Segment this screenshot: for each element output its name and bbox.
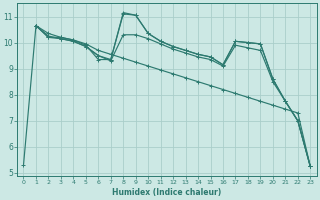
X-axis label: Humidex (Indice chaleur): Humidex (Indice chaleur) [112, 188, 221, 197]
